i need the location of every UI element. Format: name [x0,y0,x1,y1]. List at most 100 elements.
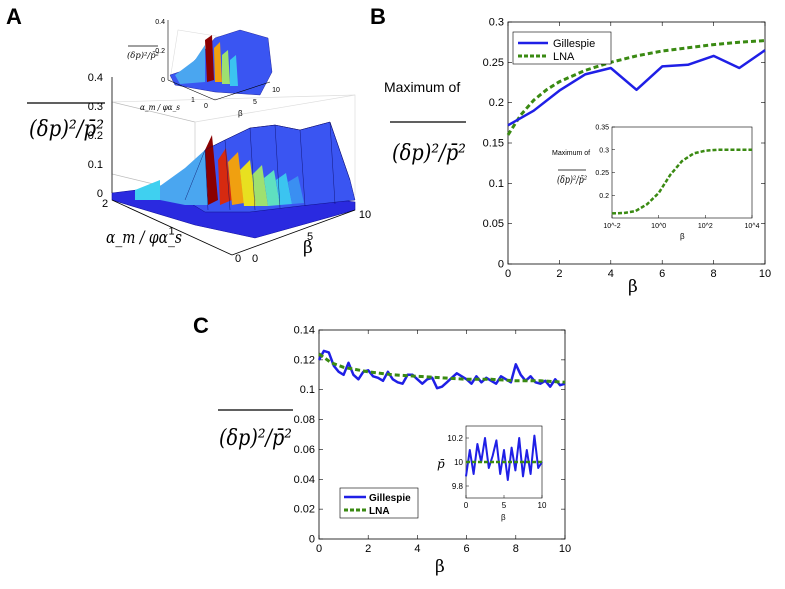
panel-b-y-tick-label: 0.05 [483,218,504,230]
panel-b-inset-frame [611,126,753,219]
panel-c-x-tick-label: 0 [316,543,322,555]
panel-c-y-tick-label: 0.02 [294,504,315,516]
panel-a-x-ticks: 0 5 10 [252,209,371,265]
panel-b-inset-x-tick-label: 10^4 [745,223,760,230]
panel-c-y-tick-label: 0.06 [294,444,315,456]
panel-c-y-tick-label: 0 [309,534,315,546]
panel-a-z-tick-label: 0 [97,188,103,200]
panel-c-legend: Gillespie LNA [339,487,419,519]
panel-b-y-tick-label: 0 [498,259,504,271]
panel-a-inset-z-ticks: 0 0.2 0.4 [155,19,165,84]
panel-a-inset: 0 0.2 0.4 5 10 0 1 (δp)²/p̄² α_m / φα_s β [127,19,280,118]
panel-b-y-tick-label: 0.1 [489,178,504,190]
panel-c-inset-series [465,434,543,481]
panel-c-legend-lna: LNA [369,506,390,517]
panel-c-x-tick-label: 8 [513,543,519,555]
panel-b-y-label-prefix: Maximum of [384,79,460,95]
panel-b-y-label: (δp)²/p̄² [392,141,466,166]
panel-a-y-label-text: α_m / φα_s [106,228,182,248]
panel-c-y-tick-label: 0.08 [294,414,315,426]
panel-b-legend: Gillespie LNA [512,31,612,65]
panel-label-c: C [193,313,209,338]
panel-c-x-tick-label: 4 [414,543,420,555]
panel-a-y-tick-label: 1 [168,226,174,238]
panel-a-x-tick-label: 0 [252,253,258,265]
panel-a-inset-x-tick-label: 10 [272,87,280,94]
panel-c-inset: 9.8 10 10.2 0 5 10 β p̄ [437,425,547,522]
panel-a-z-tick-label: 0.2 [88,130,103,142]
panel-a-x-tick-label: 5 [307,231,313,243]
panel-b-legend-gillespie: Gillespie [553,38,595,50]
panel-c-x-label: β [435,557,445,577]
panel-a-inset-x-label: β [238,109,243,118]
panel-b-inset-y-ticks: 0.2 0.25 0.3 0.35 [595,125,615,200]
panel-a-x-label: β [303,238,313,258]
panel-c-chart: 0 0.02 0.04 0.06 0.08 0.1 0.12 0.14 0 2 4 6 8 10 β (… [218,325,571,577]
panel-c-y-tick-label: 0.04 [294,474,315,486]
panel-c-inset-x-tick-label: 5 [502,501,507,510]
panel-a-inset-z-tick-label: 0 [161,77,165,84]
panel-a-y-tick-label: 0 [235,253,241,265]
panel-c-x-tick-label: 2 [365,543,371,555]
panel-a-z-tick-label: 0.1 [88,159,103,171]
panel-a-inset-z-tick-label: 0.2 [155,48,165,55]
panel-c-inset-x-tick-label: 10 [538,501,547,510]
panel-b-x-tick-label: 2 [556,268,562,280]
panel-b-y-tick-label: 0.15 [483,138,504,150]
panel-b-inset-y-tick-label: 0.35 [595,125,609,132]
panel-b-y-tick-label: 0.3 [489,17,504,29]
panel-c-x-tick-label: 10 [559,543,571,555]
panel-b-x-tick-label: 6 [659,268,665,280]
panel-c-y-tick-label: 0.1 [300,384,315,396]
panel-b-inset-x-tick-label: 10^0 [651,223,666,230]
panel-b-inset-y-tick-label: 0.2 [599,193,609,200]
panel-a-z-label-text: (δp)²/p̄² [29,117,104,142]
panel-b-inset-y-label: (δp)²/p̄² [557,175,587,186]
panel-b-series-gillespie [507,49,766,127]
panel-a-y-ticks: 0 1 2 [102,198,241,265]
panel-c-x-tick-label: 6 [464,543,470,555]
panel-a-inset-z-label: (δp)²/p̄² [127,51,159,60]
panel-c-y-label: (δp)²/p̄² [219,426,292,451]
panel-a-inset-z-tick-label: 0.4 [155,19,165,26]
panel-a-inset-y-tick-label: 1 [191,97,195,104]
panel-a-inset-y-tick-label: 0 [204,103,208,110]
panel-b-x-ticks: 0 2 4 6 8 10 [505,22,771,280]
panel-b-chart: 0 0.05 0.1 0.15 0.2 0.25 0.3 0 2 4 6 8 10 β Maximum… [384,17,771,298]
panel-c-legend-gillespie: Gillespie [369,493,411,504]
panel-a-inset-x-ticks: 5 10 [253,87,280,106]
panel-label-a: A [6,4,22,29]
panel-c-y-ticks: 0 0.02 0.04 0.06 0.08 0.1 0.12 0.14 [294,325,565,546]
panel-a-inset-y-label: α_m / φα_s [140,103,180,112]
panel-b-x-tick-label: 10 [759,268,771,280]
panel-b-inset: 0.2 0.25 0.3 0.35 10^-2 10^0 10^2 10^4 β Maxim… [552,125,760,242]
panel-c-series-gillespie [317,349,566,390]
panel-b-y-tick-label: 0.2 [489,97,504,109]
panel-a-y-tick-label: 2 [102,198,108,210]
panel-a-x-tick-label: 10 [359,209,371,221]
panel-b-inset-x-tick-label: 10^2 [698,223,713,230]
panel-b-y-ticks: 0 0.05 0.1 0.15 0.2 0.25 0.3 [483,17,765,271]
panel-c-series-lna [318,352,566,384]
panel-b-inset-y-tick-label: 0.3 [599,147,609,154]
panel-b-inset-series [611,148,752,215]
panel-label-b: B [370,4,386,29]
panel-c-inset-y-tick-label: 10.2 [447,434,463,443]
panel-b-x-tick-label: 8 [711,268,717,280]
panel-c-inset-y-tick-label: 10 [454,458,463,467]
panel-c-y-tick-label: 0.14 [294,325,315,337]
panel-b-x-tick-label: 0 [505,268,511,280]
panel-b-x-tick-label: 4 [608,268,614,280]
panel-b-inset-x-ticks: 10^-2 10^0 10^2 10^4 [603,215,760,230]
panel-a-inset-x-tick-label: 5 [253,99,257,106]
panel-a-z-tick-label: 0.4 [88,72,103,84]
panel-a-z-ticks: 0 0.1 0.2 0.3 0.4 [88,72,103,200]
panel-c-inset-x-ticks: 0 5 10 [464,495,547,510]
panel-b-inset-series-lna [611,148,752,215]
panel-c-inset-y-label: p̄ [437,457,445,471]
panel-b-legend-lna: LNA [553,51,575,63]
panel-c-inset-y-tick-label: 9.8 [452,482,464,491]
panel-b-y-tick-label: 0.25 [483,57,504,69]
panel-c-inset-x-label: β [501,513,506,522]
